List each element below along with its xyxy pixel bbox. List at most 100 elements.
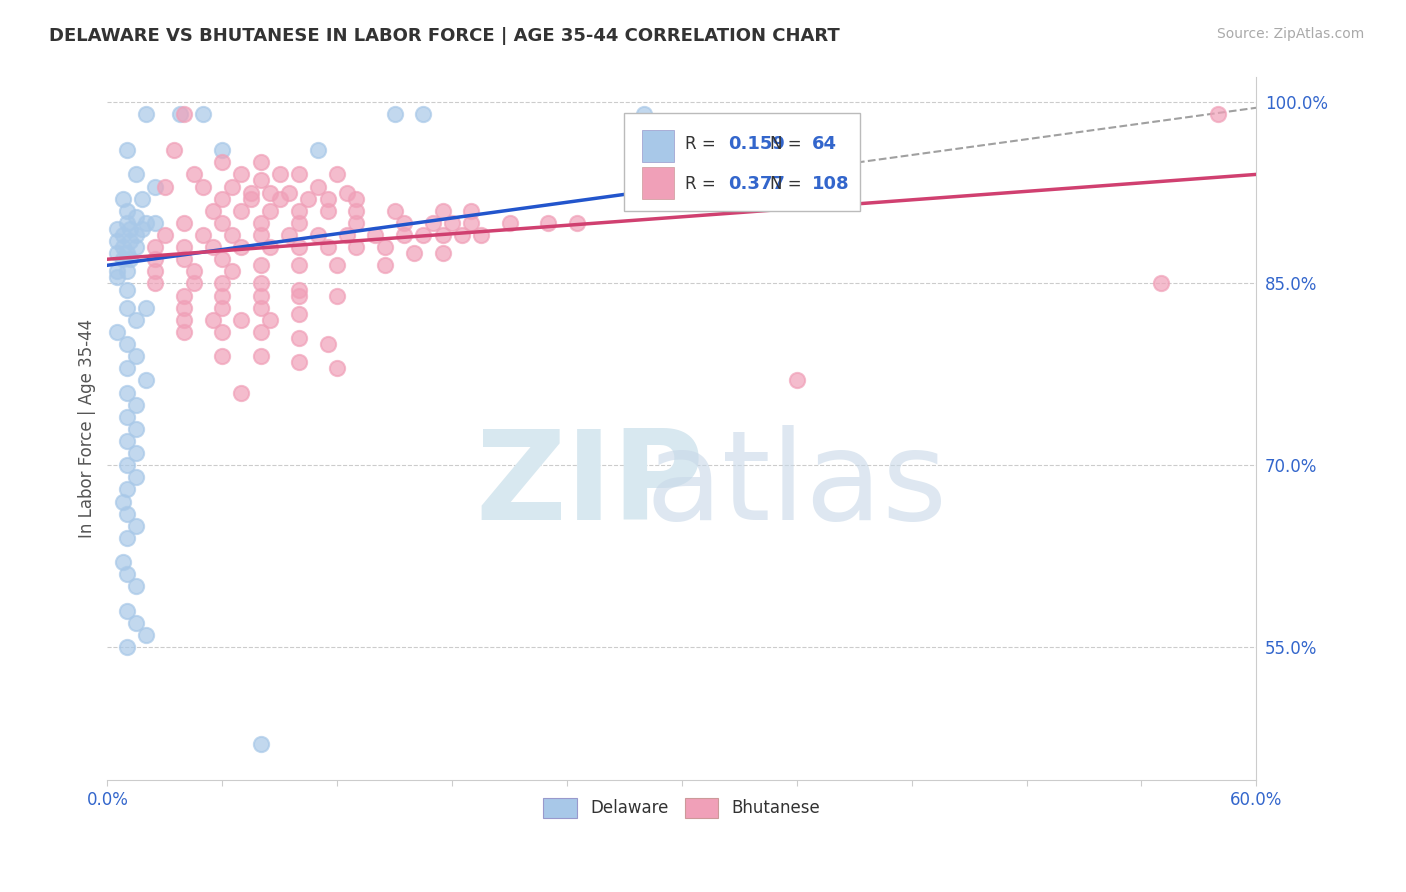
Point: [153, 227, 176, 242]
Point: [412, 227, 434, 242]
Point: [183, 264, 205, 278]
Point: [131, 222, 153, 236]
Text: R =: R =: [685, 136, 721, 153]
Text: 0.159: 0.159: [728, 136, 785, 153]
Point: [115, 301, 138, 315]
Point: [344, 192, 367, 206]
Point: [211, 325, 233, 339]
Point: [143, 252, 166, 267]
Point: [173, 240, 195, 254]
Point: [125, 446, 148, 460]
Point: [297, 192, 319, 206]
Text: Source: ZipAtlas.com: Source: ZipAtlas.com: [1216, 27, 1364, 41]
Point: [326, 168, 349, 182]
Point: [143, 264, 166, 278]
Point: [111, 252, 134, 267]
Point: [307, 179, 329, 194]
Point: [105, 325, 128, 339]
Point: [125, 240, 148, 254]
Point: [153, 179, 176, 194]
Point: [201, 240, 224, 254]
Point: [384, 107, 406, 121]
Point: [249, 258, 271, 272]
Point: [316, 240, 339, 254]
Point: [288, 240, 311, 254]
Point: [288, 288, 311, 302]
Point: [105, 270, 128, 285]
Point: [326, 361, 349, 376]
Point: [173, 107, 195, 121]
Text: 108: 108: [811, 175, 849, 193]
Point: [231, 240, 253, 254]
Point: [111, 227, 134, 242]
Point: [288, 283, 311, 297]
Point: [432, 246, 454, 260]
Point: [249, 288, 271, 302]
Point: [111, 240, 134, 254]
Point: [1206, 107, 1229, 121]
Point: [125, 518, 148, 533]
Point: [105, 222, 128, 236]
Point: [211, 252, 233, 267]
Point: [115, 264, 138, 278]
Point: [249, 216, 271, 230]
Point: [384, 203, 406, 218]
Point: [344, 203, 367, 218]
Text: 0.377: 0.377: [728, 175, 785, 193]
Point: [105, 264, 128, 278]
Point: [432, 227, 454, 242]
Point: [249, 349, 271, 363]
Point: [125, 227, 148, 242]
Point: [143, 216, 166, 230]
Point: [565, 216, 588, 230]
Point: [344, 240, 367, 254]
Point: [111, 555, 134, 569]
Point: [125, 210, 148, 224]
Point: [249, 301, 271, 315]
Point: [105, 234, 128, 248]
Point: [1149, 277, 1171, 291]
Point: [120, 234, 142, 248]
Point: [307, 227, 329, 242]
Point: [173, 301, 195, 315]
Point: [316, 337, 339, 351]
Point: [288, 331, 311, 345]
Point: [135, 216, 157, 230]
Point: [115, 203, 138, 218]
Point: [336, 186, 359, 200]
Point: [221, 179, 243, 194]
Point: [288, 307, 311, 321]
Point: [249, 277, 271, 291]
Point: [498, 216, 520, 230]
Point: [470, 227, 492, 242]
Point: [240, 192, 263, 206]
Point: [163, 143, 186, 157]
Point: [211, 192, 233, 206]
Point: [259, 313, 281, 327]
Point: [115, 216, 138, 230]
Point: [115, 409, 138, 424]
Point: [143, 277, 166, 291]
Point: [374, 258, 396, 272]
Point: [316, 192, 339, 206]
Point: [249, 325, 271, 339]
Point: [364, 227, 387, 242]
Point: [460, 216, 482, 230]
Point: [120, 222, 142, 236]
Point: [288, 168, 311, 182]
Point: [115, 458, 138, 473]
Point: [249, 155, 271, 169]
Point: [259, 240, 281, 254]
Point: [1379, 107, 1402, 121]
Point: [432, 203, 454, 218]
Point: [115, 385, 138, 400]
Point: [392, 227, 415, 242]
Point: [786, 373, 808, 387]
Point: [115, 604, 138, 618]
Point: [143, 240, 166, 254]
Point: [125, 470, 148, 484]
Point: [221, 227, 243, 242]
Point: [259, 203, 281, 218]
Point: [231, 168, 253, 182]
Point: [115, 531, 138, 545]
